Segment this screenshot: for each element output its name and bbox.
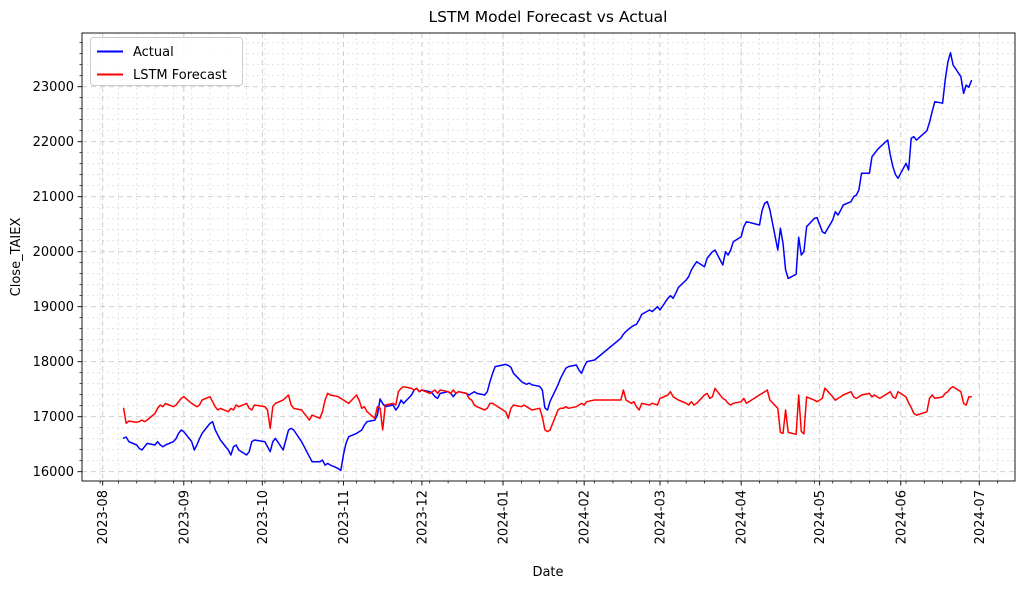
x-tick-label: 2024-04 — [735, 490, 750, 544]
x-tick-label: 2023-09 — [177, 490, 192, 544]
x-tick-label: 2024-01 — [497, 490, 512, 544]
x-tick-label: 2024-03 — [654, 490, 669, 544]
axes-ticks: 16000 17000 18000 19000 20000 21000 22000 23000… — [33, 42, 998, 544]
y-tick-label: 23000 — [33, 80, 74, 95]
legend-box — [90, 37, 243, 86]
x-tick-label: 2023-11 — [337, 490, 352, 544]
chart-title: LSTM Model Forecast vs Actual — [429, 8, 668, 26]
y-axis-label: Close_TAIEX — [9, 218, 24, 297]
y-tick-label: 18000 — [33, 355, 74, 370]
y-tick-label: 19000 — [33, 300, 74, 315]
y-tick-label: 17000 — [33, 410, 74, 425]
x-tick-label: 2024-05 — [813, 490, 828, 544]
y-tick-label: 22000 — [33, 135, 74, 150]
legend: Actual LSTM Forecast — [90, 37, 243, 86]
x-tick-label: 2023-08 — [96, 490, 111, 544]
plot-frame — [81, 32, 1016, 482]
y-tick-label: 16000 — [33, 465, 74, 480]
y-tick-label: 20000 — [33, 245, 74, 260]
grid-lines — [82, 33, 1015, 481]
x-tick-label: 2023-12 — [415, 490, 430, 544]
x-tick-label: 2023-10 — [256, 490, 271, 544]
forecast-line — [122, 385, 973, 436]
data-series — [122, 51, 973, 472]
x-axis-label: Date — [532, 565, 563, 580]
x-tick-label: 2024-02 — [578, 490, 593, 544]
legend-label-forecast: LSTM Forecast — [133, 68, 227, 83]
legend-label-actual: Actual — [133, 45, 174, 60]
x-tick-label: 2024-06 — [894, 490, 909, 544]
actual-line — [122, 51, 973, 472]
y-tick-label: 21000 — [33, 190, 74, 205]
x-tick-label: 2024-07 — [973, 490, 988, 544]
